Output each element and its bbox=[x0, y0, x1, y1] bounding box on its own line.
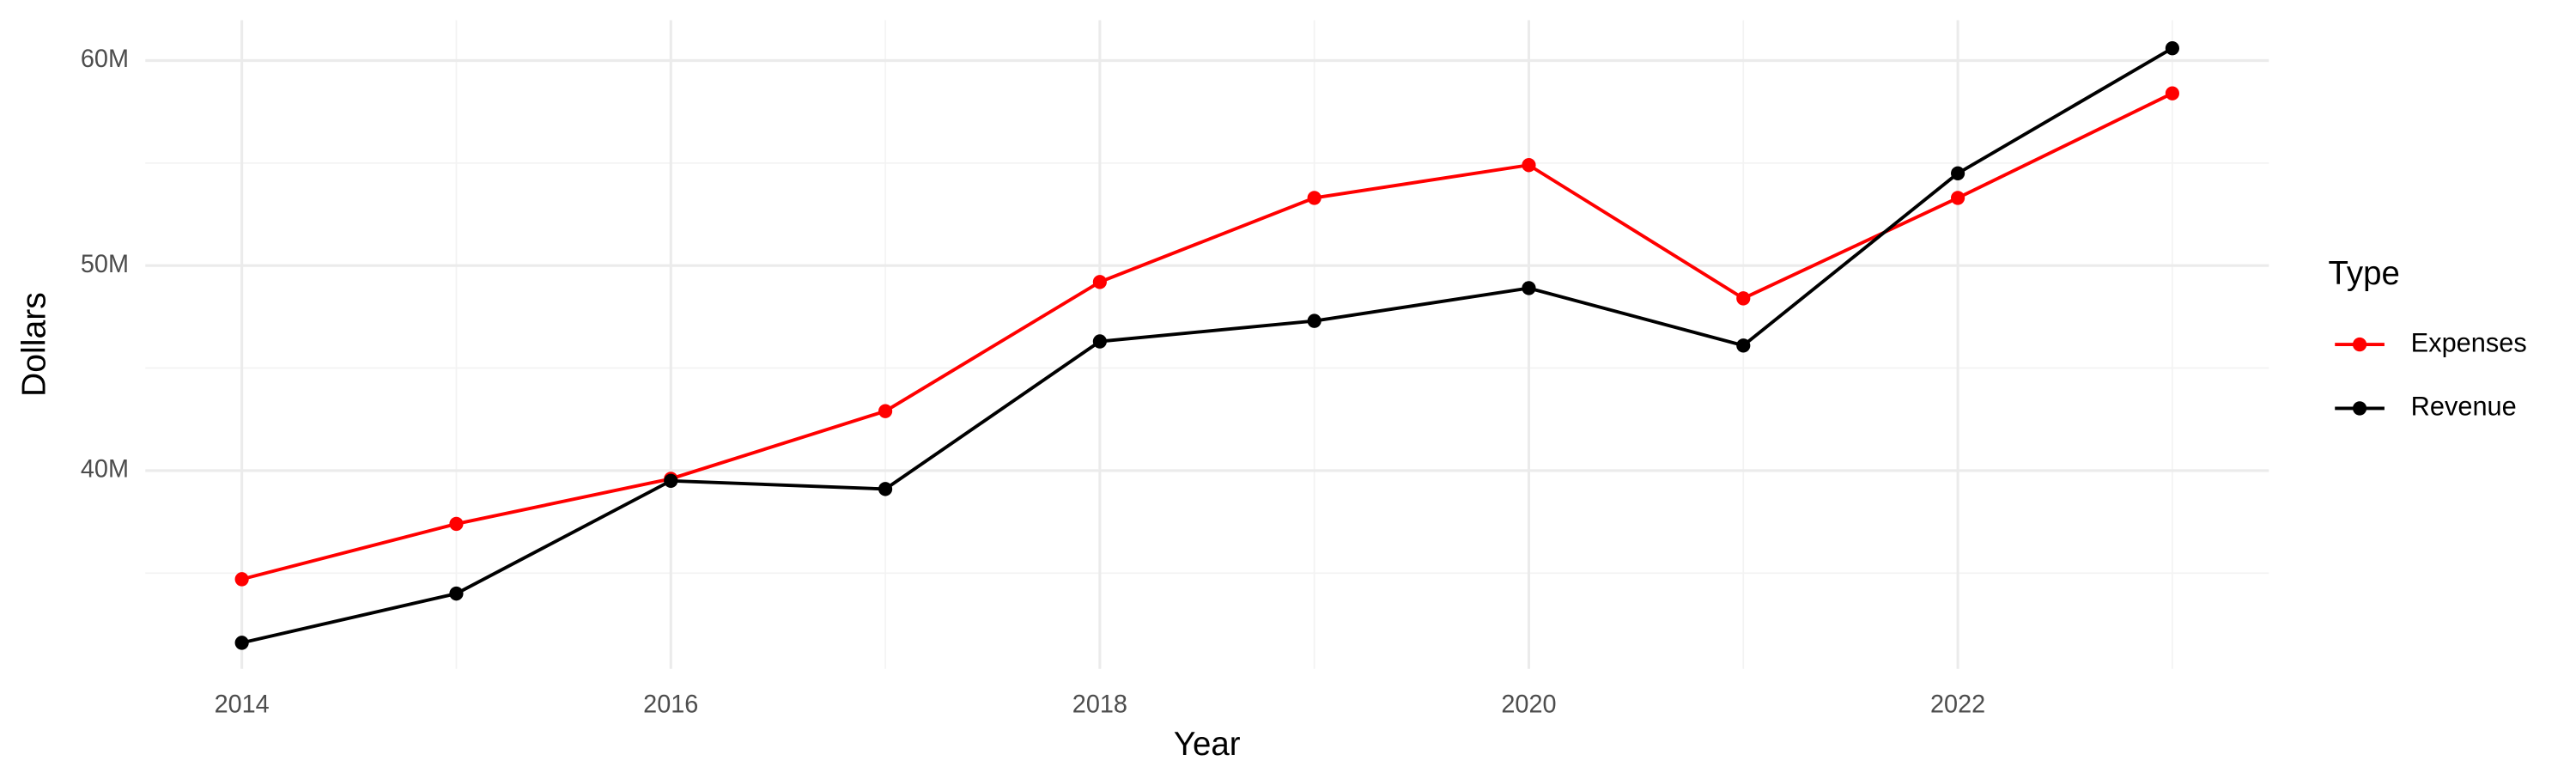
legend: Expenses Revenue bbox=[2335, 327, 2527, 422]
legend-title: Type bbox=[2329, 255, 2400, 292]
data-point bbox=[1522, 158, 1536, 173]
data-point bbox=[664, 473, 678, 489]
x-tick-label: 2014 bbox=[215, 691, 270, 718]
data-point bbox=[234, 572, 249, 587]
data-point bbox=[878, 404, 893, 418]
x-axis-title: Year bbox=[1174, 726, 1241, 763]
data-point bbox=[2165, 86, 2179, 100]
data-point bbox=[1092, 334, 1107, 349]
data-point bbox=[1951, 191, 1965, 205]
y-tick-label: 50M bbox=[81, 251, 129, 278]
data-point bbox=[878, 482, 893, 496]
data-point bbox=[449, 516, 464, 532]
x-tick-label: 2020 bbox=[1501, 691, 1556, 718]
y-tick-label: 60M bbox=[81, 46, 129, 73]
grid: 40M 50M 60M 2014 2016 2018 2020 2022 bbox=[81, 20, 2269, 719]
x-tick-label: 2018 bbox=[1072, 691, 1127, 718]
y-axis-title: Dollars bbox=[16, 292, 53, 397]
x-tick-label: 2016 bbox=[643, 691, 698, 718]
data-point bbox=[1092, 275, 1107, 289]
legend-swatch bbox=[2353, 337, 2367, 352]
plot-area bbox=[234, 40, 2179, 650]
series-line bbox=[241, 91, 2173, 581]
y-tick-label: 40M bbox=[81, 455, 129, 483]
data-point bbox=[1736, 338, 1751, 353]
data-point bbox=[1522, 281, 1536, 295]
data-point bbox=[1307, 191, 1321, 205]
data-point bbox=[1736, 291, 1751, 306]
legend-label: Revenue bbox=[2411, 391, 2517, 421]
data-point bbox=[449, 586, 464, 601]
legend-label: Expenses bbox=[2411, 327, 2527, 357]
series-line bbox=[241, 46, 2173, 645]
legend-swatch bbox=[2353, 401, 2367, 416]
data-point bbox=[2165, 40, 2179, 56]
data-point bbox=[1951, 166, 1965, 180]
x-tick-label: 2022 bbox=[1930, 691, 1985, 718]
data-point bbox=[1307, 313, 1321, 328]
data-point bbox=[234, 636, 249, 650]
